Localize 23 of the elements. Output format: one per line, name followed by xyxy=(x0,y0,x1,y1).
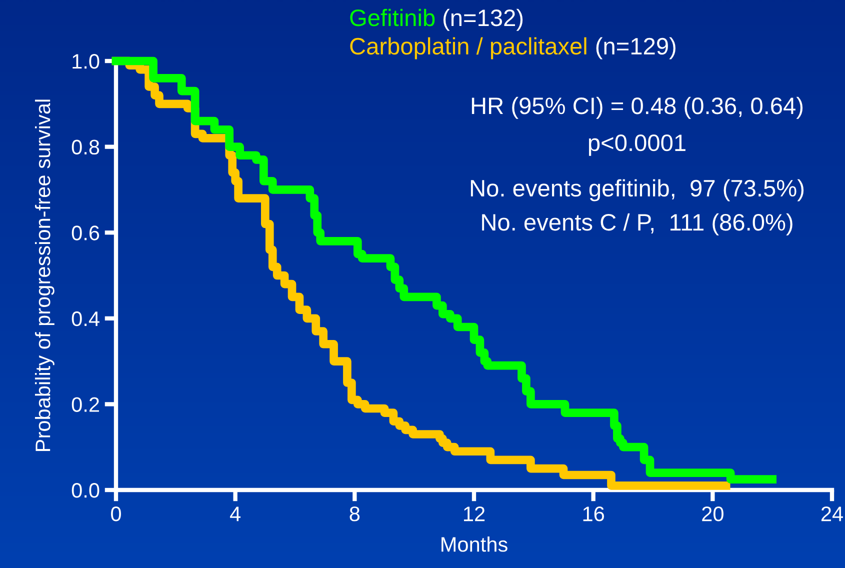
y-tick-label: 0.0 xyxy=(72,483,100,498)
x-tick-label: 20 xyxy=(702,506,724,522)
annotation: No. events gefitinib, 97 (73.5%) xyxy=(470,179,804,202)
annotation: No. events C / P, 111 (86.0%) xyxy=(482,213,792,236)
x-tick-label: 4 xyxy=(230,506,241,522)
text: Gefitinib xyxy=(350,8,435,26)
x-tick-label: 16 xyxy=(583,506,604,522)
text: (n=132) xyxy=(443,8,523,31)
y-axis-title: Probability of progression-free survival xyxy=(34,100,54,451)
x-tick-label: 8 xyxy=(350,506,360,522)
text: (n=129) xyxy=(596,37,676,60)
x-tick-label: 12 xyxy=(464,506,485,522)
y-tick-label: 1.0 xyxy=(72,54,100,69)
x-tick-label: 24 xyxy=(821,506,843,522)
annotation: HR (95% CI) = 0.48 (0.36, 0.64) xyxy=(472,96,803,119)
x-tick-label: 0 xyxy=(111,506,121,522)
y-tick-label: 0.6 xyxy=(72,226,100,240)
y-tick-label: 0.4 xyxy=(72,311,100,326)
annotation: p<0.0001 xyxy=(588,134,686,156)
y-tick-label: 0.8 xyxy=(72,140,100,155)
y-tick-label: 0.2 xyxy=(72,397,99,412)
text: Carboplatin / paclitaxel xyxy=(350,37,586,60)
x-axis-title: Months xyxy=(442,536,508,552)
